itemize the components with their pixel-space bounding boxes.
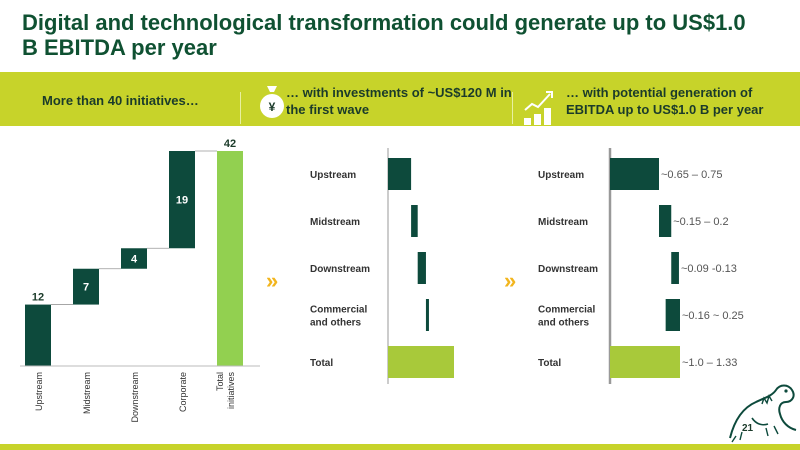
- svg-text:¥: ¥: [269, 100, 276, 114]
- slide-title: Digital and technological transformation…: [22, 10, 746, 60]
- bar: [425, 299, 429, 331]
- data-label: ~0.15 – 0.2: [673, 216, 728, 228]
- data-label: 4: [131, 254, 138, 266]
- band-ebitda-text: … with potential generation of EBITDA up…: [566, 85, 764, 117]
- category-label: Commercial: [310, 305, 367, 316]
- waterfall-bar: [121, 248, 147, 269]
- data-label: ~0.65 – 0.75: [661, 169, 722, 181]
- data-label: 7: [83, 282, 89, 294]
- initiatives-waterfall-chart: 12 Upstream 7 Midstream 4 Downstream 19 Corpora…: [20, 138, 260, 423]
- category-label: Midstream: [310, 217, 360, 228]
- band-divider: [240, 92, 241, 124]
- category-label: Downstream: [310, 264, 370, 275]
- bar: [610, 158, 659, 190]
- waterfall-bar: [25, 304, 51, 366]
- band-investments-text: … with investments of ~US$120 M in the f…: [286, 85, 512, 117]
- category-label: Upstream: [310, 170, 356, 181]
- category-label: Midstream: [538, 217, 588, 228]
- data-label: ~0.16 ~ 0.25: [682, 310, 744, 322]
- category-label: and others: [538, 318, 590, 329]
- chevron-right-icon: »: [266, 268, 279, 293]
- category-label-group: Corporate: [178, 372, 188, 412]
- bar: [388, 346, 454, 378]
- category-label: Total: [538, 358, 561, 369]
- data-label: 42: [224, 138, 236, 150]
- bar: [671, 252, 679, 284]
- category-label: Downstream: [130, 372, 140, 423]
- header-band: [0, 72, 800, 126]
- category-label: initiatives: [226, 372, 236, 410]
- waterfall-bar: [217, 151, 243, 366]
- footer-line: [0, 444, 800, 450]
- category-label: Commercial: [538, 305, 595, 316]
- chevron-right-icon: »: [504, 268, 517, 293]
- category-label: Downstream: [538, 264, 598, 275]
- category-label-group: Upstream: [34, 372, 44, 411]
- investments-bar-chart: Upstream Midstream Downstream Commercial and…: [310, 148, 454, 384]
- data-label: 12: [32, 292, 44, 304]
- band-divider: [512, 92, 513, 124]
- bar: [665, 299, 680, 331]
- bar: [610, 346, 680, 378]
- bar: [417, 252, 426, 284]
- category-label-group: Midstream: [82, 372, 92, 414]
- category-label: Upstream: [538, 170, 584, 181]
- category-label: and others: [310, 318, 362, 329]
- category-label: Upstream: [34, 372, 44, 411]
- bar: [411, 205, 418, 237]
- money-bag-icon: ¥: [260, 86, 284, 118]
- category-label-group: Total initiatives: [215, 372, 236, 410]
- waterfall-bar: [169, 151, 195, 249]
- category-label: Total: [215, 372, 225, 391]
- category-label-group: Downstream: [130, 372, 140, 423]
- category-label: Corporate: [178, 372, 188, 412]
- data-label: 19: [176, 195, 188, 207]
- category-label: Total: [310, 358, 333, 369]
- data-label: ~0.09 -0.13: [681, 263, 737, 275]
- waterfall-bar: [73, 268, 99, 305]
- band-initiatives-text: More than 40 initiatives…: [42, 93, 199, 108]
- page-number: 21: [742, 423, 754, 434]
- growth-chart-icon: [524, 91, 553, 125]
- category-label: Midstream: [82, 372, 92, 414]
- data-label: ~1.0 – 1.33: [682, 357, 737, 369]
- bar: [659, 205, 672, 237]
- bar: [388, 158, 412, 190]
- ebitda-bar-chart: Upstream ~0.65 – 0.75 Midstream ~0.15 – 0.2…: [538, 148, 744, 384]
- iguana-logo: [729, 384, 797, 443]
